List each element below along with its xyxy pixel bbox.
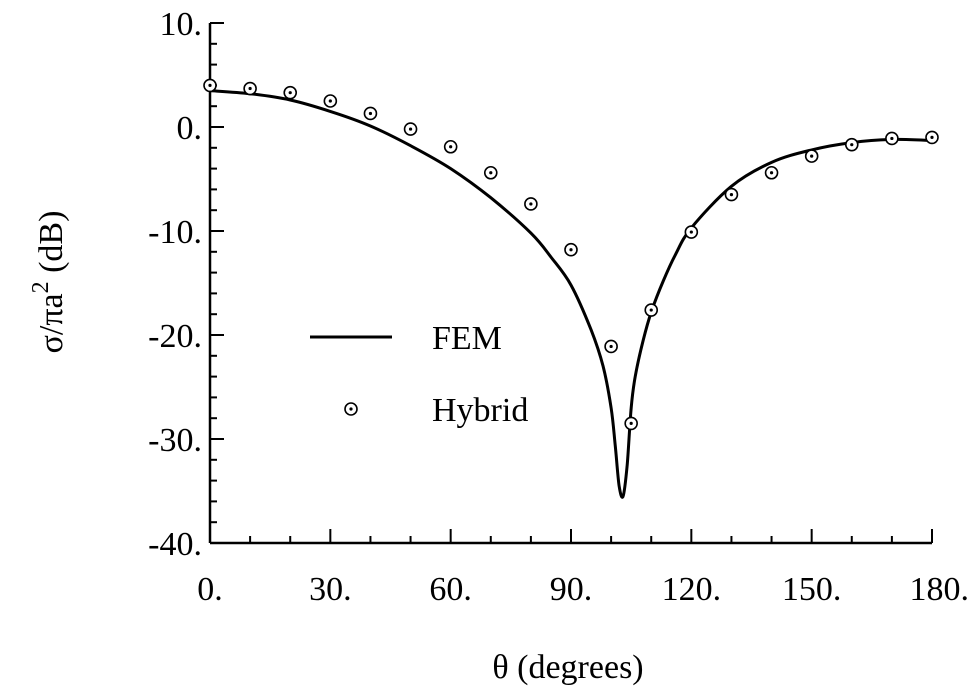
x-axis-title: θ (degrees) (492, 649, 643, 686)
hybrid-point (925, 130, 939, 145)
x-tick-label: 90. (550, 571, 593, 608)
legend-hybrid-marker (344, 402, 358, 416)
y-tick-label: -20. (148, 318, 202, 355)
y-tick-label: -40. (148, 526, 202, 563)
hybrid-point (243, 81, 257, 96)
y-tick-label: -10. (148, 214, 202, 251)
legend: FEM Hybrid (310, 320, 528, 429)
series-lines (209, 89, 933, 499)
hybrid-point-dot (689, 230, 693, 234)
hybrid-point-dot (489, 171, 493, 175)
hybrid-point-dot (408, 127, 413, 131)
legend-fem-label: FEM (432, 320, 502, 357)
hybrid-point (403, 122, 418, 136)
hybrid-point (363, 106, 378, 121)
hybrid-point-dot (288, 91, 292, 95)
hybrid-point (885, 131, 899, 146)
hybrid-point-dot (629, 421, 633, 425)
x-tick-label: 0. (197, 571, 223, 608)
hybrid-point-dot (890, 136, 894, 141)
hybrid-point-dot (850, 143, 854, 147)
hybrid-point-dot (649, 308, 653, 312)
hybrid-point-dot (569, 248, 573, 252)
hybrid-point (764, 165, 779, 180)
hybrid-point (203, 78, 217, 93)
hybrid-point-dot (248, 86, 252, 91)
y-tick-label: -30. (148, 422, 202, 459)
tick-labels: 10. 0. -10. -20. -30. -40. 0. 30. 60. 90. 120. 150.… (148, 6, 969, 608)
ticks (209, 22, 933, 544)
hybrid-point (604, 339, 618, 354)
hybrid-point-dot (529, 202, 533, 206)
hybrid-point-dot (328, 99, 332, 103)
hybrid-point-dot (769, 171, 774, 175)
hybrid-point (644, 303, 659, 317)
hybrid-point-dot (449, 145, 453, 149)
y-axis-title-unit: (dB) (33, 211, 70, 282)
hybrid-point (804, 149, 819, 163)
x-tick-label: 120. (662, 571, 722, 608)
hybrid-point (323, 94, 338, 108)
y-axis-title-sup: 2 (28, 281, 54, 293)
hybrid-point-dot (609, 344, 613, 349)
hybrid-point-dot (810, 154, 814, 158)
series-markers (203, 78, 939, 431)
hybrid-point (624, 416, 638, 431)
hybrid-point (483, 165, 498, 180)
hybrid-point-dot (208, 83, 212, 87)
hybrid-point (524, 197, 538, 211)
x-tick-label: 150. (782, 571, 842, 608)
series-fem-line (209, 89, 933, 499)
hybrid-point (443, 139, 458, 154)
y-tick-label: 0. (177, 110, 203, 147)
hybrid-point-dot (368, 111, 373, 116)
y-axis-title-main: σ/πa (33, 293, 70, 353)
x-tick-label: 180. (910, 571, 970, 608)
hybrid-point (844, 137, 859, 152)
y-axis-title: σ/πa2 (dB) (28, 211, 70, 354)
y-tick-label: 10. (160, 6, 203, 43)
legend-hybrid-label: Hybrid (432, 392, 528, 429)
hybrid-point-dot (930, 135, 934, 139)
hybrid-point (564, 242, 578, 257)
x-tick-label: 30. (309, 571, 352, 608)
hybrid-point (724, 187, 739, 202)
hybrid-point (684, 225, 699, 239)
hybrid-point (283, 85, 298, 100)
legend-hybrid-marker-dot (349, 407, 353, 411)
x-tick-label: 60. (429, 571, 472, 608)
hybrid-point-dot (729, 193, 734, 197)
